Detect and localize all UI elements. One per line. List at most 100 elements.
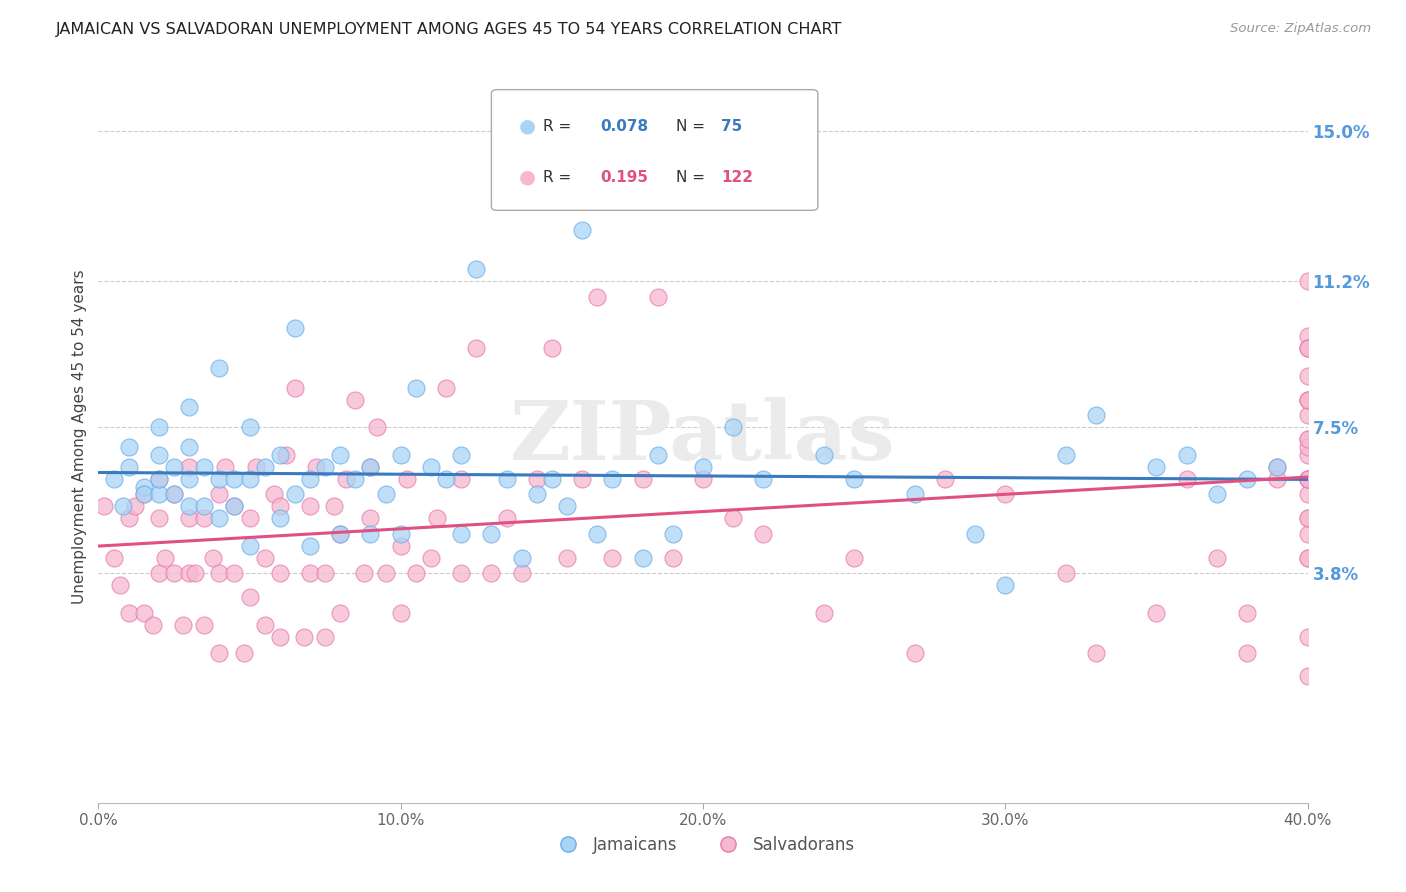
Point <box>1296 392 1319 407</box>
Point <box>1296 511 1319 525</box>
Point <box>269 448 291 462</box>
Point <box>179 472 201 486</box>
Point <box>132 479 155 493</box>
Point <box>904 487 927 501</box>
Point <box>1267 459 1289 474</box>
Point <box>631 472 654 486</box>
Point <box>148 566 170 581</box>
Point <box>292 630 315 644</box>
Point <box>752 472 775 486</box>
Point <box>450 472 472 486</box>
Point <box>1296 511 1319 525</box>
Point <box>148 472 170 486</box>
Point <box>1144 606 1167 620</box>
Point <box>232 646 254 660</box>
Point <box>1296 341 1319 355</box>
Point <box>495 472 517 486</box>
Point <box>389 539 412 553</box>
Point <box>420 550 443 565</box>
Point <box>329 527 352 541</box>
Point <box>224 500 246 514</box>
Point <box>299 500 322 514</box>
Point <box>434 472 457 486</box>
Point <box>305 459 328 474</box>
Point <box>1296 487 1319 501</box>
Point <box>314 459 336 474</box>
Point <box>904 646 927 660</box>
Point <box>163 459 186 474</box>
Point <box>148 448 170 462</box>
Point <box>434 381 457 395</box>
Point <box>1267 459 1289 474</box>
Point <box>360 527 382 541</box>
Point <box>586 527 609 541</box>
Point <box>118 606 141 620</box>
Point <box>1296 550 1319 565</box>
Point <box>360 511 382 525</box>
Point <box>1296 448 1319 462</box>
Point <box>163 487 186 501</box>
Point <box>344 472 367 486</box>
Text: 122: 122 <box>721 169 754 185</box>
Point <box>269 566 291 581</box>
Point <box>426 511 449 525</box>
Point <box>366 420 388 434</box>
Point <box>124 500 146 514</box>
Point <box>239 539 262 553</box>
Point <box>108 578 131 592</box>
Point <box>1296 274 1319 288</box>
Point <box>1296 550 1319 565</box>
Point <box>813 606 835 620</box>
Point <box>844 472 866 486</box>
Point <box>481 566 503 581</box>
Point <box>450 448 472 462</box>
Point <box>329 606 352 620</box>
Text: ●: ● <box>519 117 536 136</box>
Point <box>163 487 186 501</box>
Text: Source: ZipAtlas.com: Source: ZipAtlas.com <box>1230 22 1371 36</box>
Point <box>1054 566 1077 581</box>
Point <box>118 440 141 454</box>
Point <box>179 440 201 454</box>
Point <box>1296 432 1319 446</box>
Point <box>374 487 396 501</box>
Text: N =: N = <box>676 119 710 134</box>
Point <box>1296 472 1319 486</box>
Point <box>153 550 176 565</box>
Point <box>111 500 134 514</box>
Point <box>269 511 291 525</box>
Point <box>299 539 322 553</box>
Point <box>510 550 533 565</box>
Point <box>934 472 956 486</box>
Point <box>132 487 155 501</box>
Point <box>224 472 246 486</box>
Point <box>1296 472 1319 486</box>
Point <box>208 646 231 660</box>
Point <box>723 511 745 525</box>
Point <box>284 321 307 335</box>
Point <box>132 606 155 620</box>
Point <box>647 290 669 304</box>
Text: N =: N = <box>676 169 710 185</box>
Point <box>208 511 231 525</box>
Point <box>723 420 745 434</box>
Point <box>148 511 170 525</box>
Point <box>1296 392 1319 407</box>
Point <box>420 459 443 474</box>
Point <box>389 606 412 620</box>
Point <box>965 527 987 541</box>
Text: ZIPatlas: ZIPatlas <box>510 397 896 477</box>
Point <box>193 500 215 514</box>
Point <box>661 550 683 565</box>
Point <box>1144 459 1167 474</box>
Point <box>571 472 593 486</box>
Point <box>274 448 297 462</box>
Point <box>245 459 267 474</box>
Point <box>994 578 1017 592</box>
Point <box>148 420 170 434</box>
Point <box>179 511 201 525</box>
Point <box>335 472 357 486</box>
Point <box>450 566 472 581</box>
Point <box>103 472 125 486</box>
Text: 0.195: 0.195 <box>600 169 648 185</box>
